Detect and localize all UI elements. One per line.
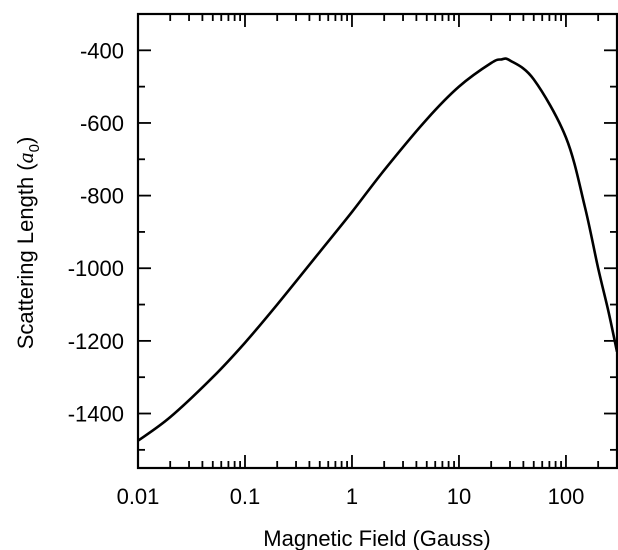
y-axis-label-suffix: ) [13, 137, 38, 144]
x-tick-label: 100 [548, 484, 585, 509]
y-axis-label-subscript: 0 [26, 144, 43, 152]
series-line [137, 57, 618, 442]
y-tick-label: -400 [80, 38, 124, 63]
series-group [137, 57, 618, 442]
x-tick-label: 0.1 [230, 484, 261, 509]
plot-frame [136, 12, 618, 470]
x-axis-ticks: 0.01 0.1 1 10 100 [117, 14, 618, 509]
y-axis-label-symbol: a [13, 152, 38, 163]
y-tick-label: -800 [80, 184, 124, 209]
y-axis-label-prefix: Scattering Length ( [13, 163, 38, 350]
plot-frame-rect [136, 12, 618, 470]
y-tick-label: -1200 [68, 329, 124, 354]
x-axis-label: Magnetic Field (Gauss) [263, 526, 490, 550]
y-axis-label: Scattering Length (a0) [13, 137, 43, 350]
y-tick-label: -1400 [68, 402, 124, 427]
x-tick-label: 0.01 [117, 484, 160, 509]
y-tick-label: -1000 [68, 256, 124, 281]
y-axis-ticks: -1400 -1200 -1000 -800 -600 -400 [68, 13, 617, 451]
y-tick-label: -600 [80, 111, 124, 136]
x-tick-label: 1 [346, 484, 358, 509]
x-tick-label: 10 [447, 484, 471, 509]
